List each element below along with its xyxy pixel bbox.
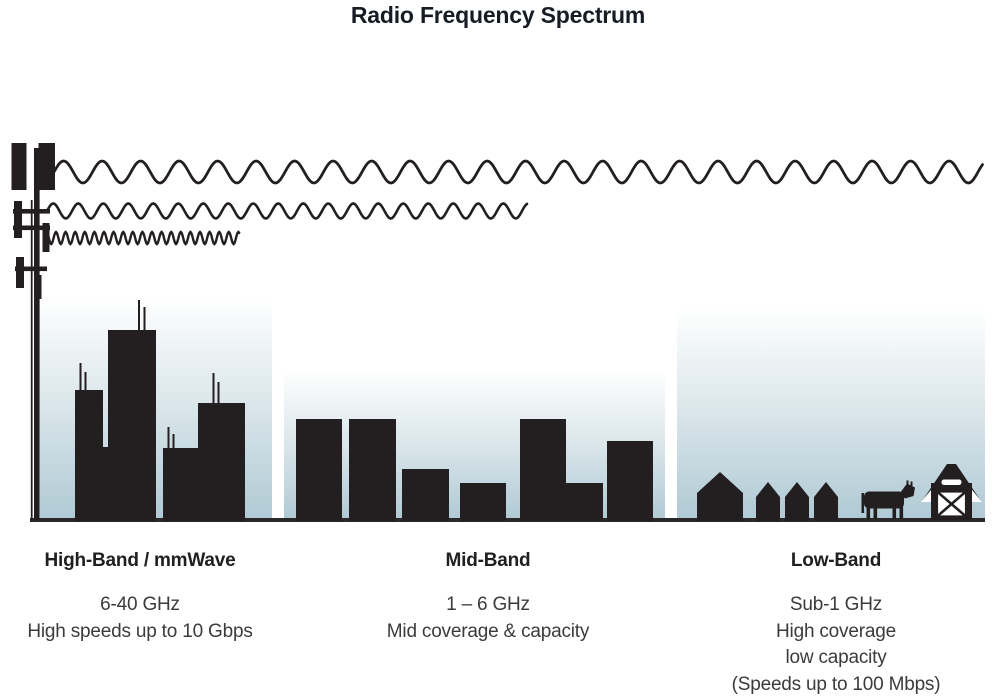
short-wavelength-wave [42,230,241,246]
house-icon [697,472,743,521]
ground-line [30,518,985,522]
building-silhouette [108,330,156,521]
building-silhouette [402,469,449,521]
medium-wavelength-wave [45,202,529,220]
tower-stub [37,275,42,299]
barn-eave-gap [921,488,933,502]
band-frequency: Sub-1 GHz [789,594,883,615]
cow-ear [910,481,913,486]
barn-hayloft-window [941,479,962,485]
building-silhouette [520,419,566,521]
cow-body [864,491,904,509]
high-band-label: High-Band / mmWave [44,550,236,571]
mid-band-details: 1 – 6 GHz Mid coverage & capacity [358,592,618,645]
building-silhouette [566,483,603,521]
mid-band-buildings [296,419,653,521]
high-band-city-skyline [75,300,245,521]
band-frequency: 1 – 6 GHz [446,594,530,615]
cow-leg [892,506,897,519]
low-band-label: Low-Band [790,550,882,571]
house-icon [756,482,780,521]
building-silhouette [103,447,108,521]
mid-band-label: Mid-Band [445,550,531,571]
barn-eave-gap [970,488,982,502]
tower-antenna-panel [11,143,27,190]
tower-mast [34,148,40,520]
cow-head [900,483,915,499]
building-silhouette [460,483,506,521]
band-description-line: (Speeds up to 100 Mbps) [731,673,941,695]
tower-antenna-panel [38,143,55,190]
band-description-line: Mid coverage & capacity [386,620,590,642]
barn-door-frame [935,489,968,518]
building-silhouette [198,403,245,521]
house-icon [814,482,838,521]
cell-tower-icon [11,143,55,520]
band-frequency: 6-40 GHz [100,594,180,615]
band-description-line: High coverage [776,620,896,642]
cow-icon [861,480,915,519]
house-icon [785,482,809,521]
building-silhouette [163,448,198,521]
cow-tail [861,493,865,513]
building-silhouette [607,441,653,521]
low-band-houses [697,472,838,521]
tower-crossarm [13,209,50,214]
tower-antenna-panel [14,201,22,238]
cow-ear [906,480,909,486]
long-wavelength-wave [52,159,984,185]
building-silhouette [349,419,396,521]
cow-leg [899,506,904,519]
tower-antenna-panel [16,257,24,288]
tower-antenna-panel [42,223,50,252]
barn-door-crossbuck [935,490,968,518]
band-description-line: low capacity [785,647,887,668]
tower-crossarm [13,225,50,231]
tower-mast-line [30,200,33,520]
building-silhouette [296,419,342,521]
cow-leg [866,506,871,519]
radio-waves [42,159,984,246]
page-title: Radio Frequency Spectrum [350,2,646,28]
building-silhouette [75,390,103,521]
barn-icon [921,464,982,520]
band-description-line: High speeds up to 10 Gbps [27,620,253,642]
low-band-details: Sub-1 GHz High coverage low capacity (Sp… [686,592,986,698]
cow-leg [873,506,878,519]
high-band-details: 6-40 GHz High speeds up to 10 Gbps [10,592,270,645]
tower-crossarm [15,266,47,272]
ground-line [30,518,985,522]
